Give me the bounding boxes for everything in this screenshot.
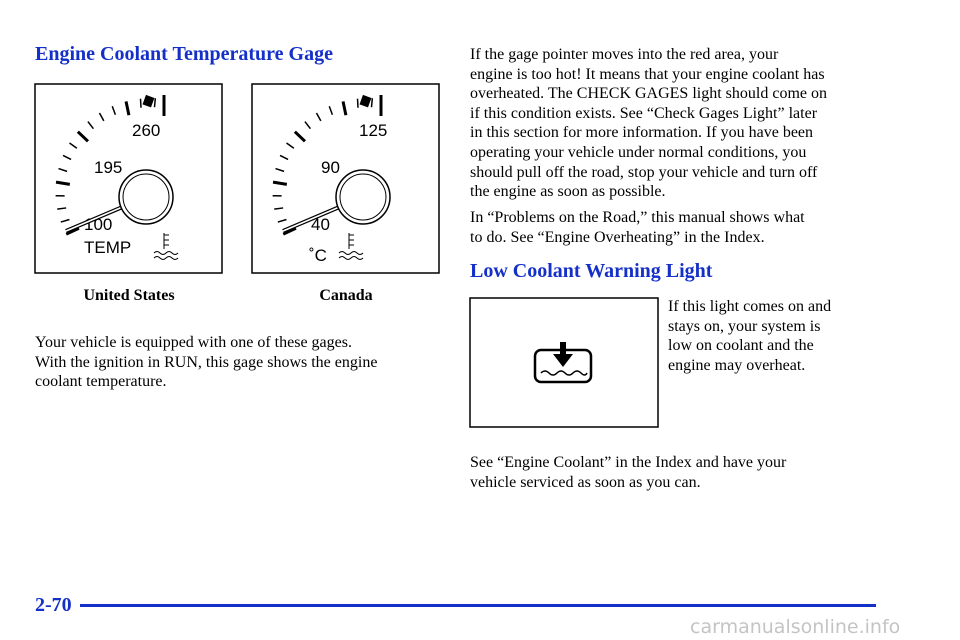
- gauge-graphic: [359, 94, 372, 108]
- gauge-graphic: [272, 180, 288, 186]
- text-line: coolant temperature.: [35, 373, 167, 391]
- gauge-graphic: [139, 98, 142, 108]
- warning-light-box: [469, 297, 659, 428]
- gauge-graphic: [76, 130, 90, 143]
- text-line: vehicle serviced as soon as you can.: [470, 473, 701, 491]
- gauge-graphic: [58, 167, 68, 173]
- text-line: See “Engine Coolant” in the Index and ha…: [470, 454, 787, 471]
- gauge-unit: TEMP: [84, 238, 131, 257]
- gauge-label: 90: [321, 158, 340, 177]
- gauge-graphic: [153, 233, 179, 260]
- gauge-graphic: [315, 112, 322, 122]
- page-number: 2-70: [35, 594, 72, 616]
- text-line: If the gage pointer moves into the red a…: [470, 46, 779, 63]
- gauge-graphic: [335, 169, 391, 225]
- caption: United States: [83, 287, 175, 304]
- gauge-graphic: [124, 101, 131, 116]
- gauge-graphic: [118, 169, 174, 225]
- gauge-graphic: [286, 142, 295, 149]
- gauge-graphic: [65, 226, 80, 236]
- watermark: carmanualsonline.info: [690, 616, 901, 638]
- gauge-graphic: [277, 218, 287, 223]
- gauge-graphic: [60, 218, 70, 223]
- gauge-graphic: [356, 98, 359, 108]
- gauge-graphic: [55, 180, 71, 186]
- side-text: If this light comes on and stays on, your…: [668, 297, 831, 375]
- gauge-graphic: [370, 98, 374, 108]
- gauge-graphic: [338, 233, 364, 260]
- paragraph: In “Problems on the Road,” this manual s…: [470, 208, 805, 247]
- gauge-graphic: [57, 207, 67, 210]
- text-line: If this light comes on and: [668, 298, 832, 315]
- gauge-graphic: [87, 121, 94, 130]
- gauge-graphic: [304, 121, 311, 130]
- text-line: In “Problems on the Road,” this manual s…: [470, 209, 805, 226]
- text-line: Your vehicle is equipped with one of the…: [35, 334, 352, 351]
- text-line: With the ignition in RUN, this gage show…: [35, 353, 378, 371]
- gauge-graphic: [62, 154, 72, 161]
- gauge-graphic: [275, 167, 285, 173]
- heading: Low Coolant Warning Light: [470, 260, 713, 282]
- text-line: operating your vehicle under normal cond…: [470, 143, 807, 161]
- footer-rule: [80, 604, 876, 607]
- caption: Canada: [319, 287, 373, 304]
- gauge-graphic: [282, 226, 297, 236]
- gauge-unit: ˚C: [309, 246, 327, 265]
- gauge-graphic: [328, 106, 334, 115]
- text-line: engine is too hot! It means that your en…: [470, 65, 825, 83]
- text-line: if this condition exists. See “Check Gag…: [470, 104, 818, 122]
- gauge-graphic: [341, 101, 348, 116]
- heading: Engine Coolant Temperature Gage: [35, 43, 333, 65]
- gauge-graphic: [69, 142, 78, 149]
- gauge-graphic: [274, 207, 284, 210]
- text-line: low on coolant and the: [668, 337, 814, 355]
- gauge-graphic: [122, 173, 170, 221]
- gauge-graphic: [153, 98, 157, 108]
- gauge-graphic: [339, 173, 387, 221]
- gauge-canada: 125 90 40 ˚C: [251, 83, 440, 274]
- gauge-label: 260: [132, 121, 160, 140]
- text-line: in this section for more information. If…: [470, 124, 814, 142]
- gauge-graphic: [111, 106, 117, 115]
- text-line: overheated. The CHECK GAGES light should…: [470, 85, 827, 103]
- gauge-graphic: [293, 130, 307, 143]
- text-line: engine may overheat.: [668, 356, 806, 374]
- paragraph: Your vehicle is equipped with one of the…: [35, 333, 377, 392]
- gauge-label: 125: [359, 121, 387, 140]
- gauge-graphic: [142, 94, 155, 108]
- gauge-graphic: [98, 112, 105, 122]
- gauge-us: 260 195 100 TEMP: [34, 83, 223, 274]
- paragraph: See “Engine Coolant” in the Index and ha…: [470, 453, 786, 492]
- text-line: the engine as soon as possible.: [470, 183, 666, 201]
- paragraph: If the gage pointer moves into the red a…: [470, 45, 827, 202]
- gauge-label: 195: [94, 158, 122, 177]
- text-line: should pull off the road, stop your vehi…: [470, 163, 818, 181]
- text-line: stays on, your system is: [668, 317, 821, 335]
- text-line: to do. See “Engine Overheating” in the I…: [470, 228, 765, 246]
- gauge-graphic: [279, 154, 289, 161]
- gauge-label: 40: [311, 215, 330, 234]
